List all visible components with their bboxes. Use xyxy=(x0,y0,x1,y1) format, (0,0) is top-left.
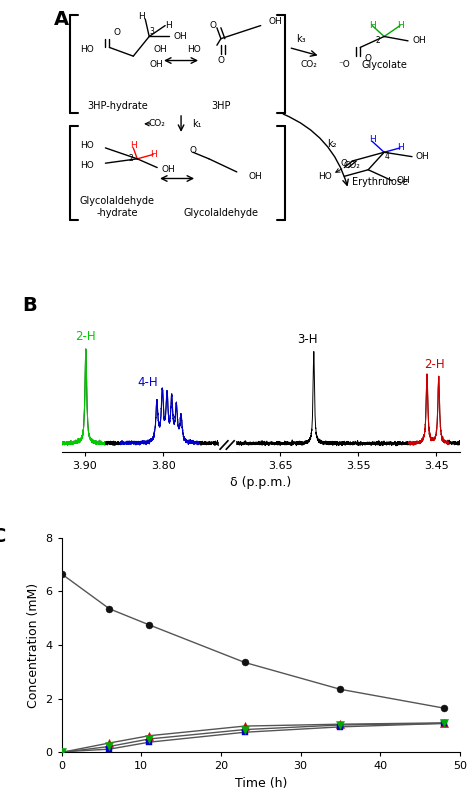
Text: O: O xyxy=(365,54,372,63)
Text: H: H xyxy=(397,21,403,30)
Point xyxy=(337,718,344,731)
Point xyxy=(440,717,447,730)
Text: OH: OH xyxy=(161,165,175,174)
Text: O: O xyxy=(190,146,197,155)
Text: HO: HO xyxy=(80,45,93,54)
Text: ⁻O: ⁻O xyxy=(338,61,350,70)
Text: H: H xyxy=(369,21,375,30)
Text: OH: OH xyxy=(269,17,283,26)
Text: OH: OH xyxy=(153,45,167,54)
Text: B: B xyxy=(22,296,36,315)
Text: HO: HO xyxy=(319,172,332,180)
Text: 2-H: 2-H xyxy=(425,358,445,371)
Text: H: H xyxy=(130,142,137,150)
Text: Glycolaldehyde: Glycolaldehyde xyxy=(183,208,258,218)
Bar xyxy=(219,312,235,451)
Point xyxy=(146,729,153,742)
Text: H: H xyxy=(397,143,403,152)
Text: CO₂: CO₂ xyxy=(300,61,317,70)
Point xyxy=(440,717,447,730)
Text: O: O xyxy=(114,28,121,36)
Text: 2: 2 xyxy=(128,155,133,163)
Point xyxy=(241,656,248,669)
Text: H: H xyxy=(165,21,172,30)
Text: C: C xyxy=(0,527,6,546)
Text: 3: 3 xyxy=(149,28,154,36)
Point xyxy=(440,717,447,730)
Point xyxy=(106,743,113,756)
Point xyxy=(58,746,65,759)
Text: CO₂: CO₂ xyxy=(344,161,361,170)
Text: HO: HO xyxy=(80,161,93,170)
Text: Glycolaldehyde
-hydrate: Glycolaldehyde -hydrate xyxy=(80,197,155,218)
Text: k₃: k₃ xyxy=(296,34,305,44)
Point xyxy=(146,618,153,631)
Y-axis label: Concentration (mM): Concentration (mM) xyxy=(27,582,40,708)
Point xyxy=(337,718,344,731)
Point xyxy=(241,723,248,736)
Text: 2: 2 xyxy=(375,36,380,45)
Text: 3-H: 3-H xyxy=(297,333,318,346)
Text: H: H xyxy=(369,134,375,144)
Text: OH: OH xyxy=(416,152,430,161)
Text: CO₂: CO₂ xyxy=(149,120,165,129)
Point xyxy=(58,746,65,759)
Point xyxy=(337,720,344,733)
Text: H: H xyxy=(150,150,156,159)
Text: k₂: k₂ xyxy=(328,138,337,149)
X-axis label: δ (p.p.m.): δ (p.p.m.) xyxy=(230,477,292,489)
Point xyxy=(146,732,153,745)
Text: 3HP-hydrate: 3HP-hydrate xyxy=(87,101,148,112)
Text: OH: OH xyxy=(173,32,187,41)
Text: Glycolate: Glycolate xyxy=(361,60,407,70)
Text: OH: OH xyxy=(412,36,426,45)
Text: 2-H: 2-H xyxy=(75,330,96,343)
Text: O: O xyxy=(341,159,348,167)
Point xyxy=(106,603,113,616)
Point xyxy=(146,735,153,748)
Text: Erythrulose: Erythrulose xyxy=(352,177,408,187)
Point xyxy=(58,567,65,580)
Text: 3HP: 3HP xyxy=(211,101,231,112)
Point xyxy=(58,745,65,758)
Point xyxy=(241,726,248,739)
Text: 4-H: 4-H xyxy=(137,376,158,389)
Text: OH: OH xyxy=(396,176,410,185)
Text: HO: HO xyxy=(80,142,93,150)
Point xyxy=(337,683,344,696)
Point xyxy=(106,736,113,749)
Text: 4: 4 xyxy=(384,152,389,161)
Text: H: H xyxy=(138,12,145,21)
Point xyxy=(241,719,248,732)
Text: OH: OH xyxy=(249,172,263,180)
Text: HO: HO xyxy=(187,45,201,54)
Text: A: A xyxy=(54,11,69,29)
Text: OH: OH xyxy=(149,61,163,70)
Point xyxy=(440,701,447,714)
X-axis label: Time (h): Time (h) xyxy=(235,777,287,790)
Text: O: O xyxy=(210,21,217,30)
Text: k₁: k₁ xyxy=(192,119,202,129)
Text: O: O xyxy=(218,56,224,65)
Point xyxy=(106,740,113,753)
